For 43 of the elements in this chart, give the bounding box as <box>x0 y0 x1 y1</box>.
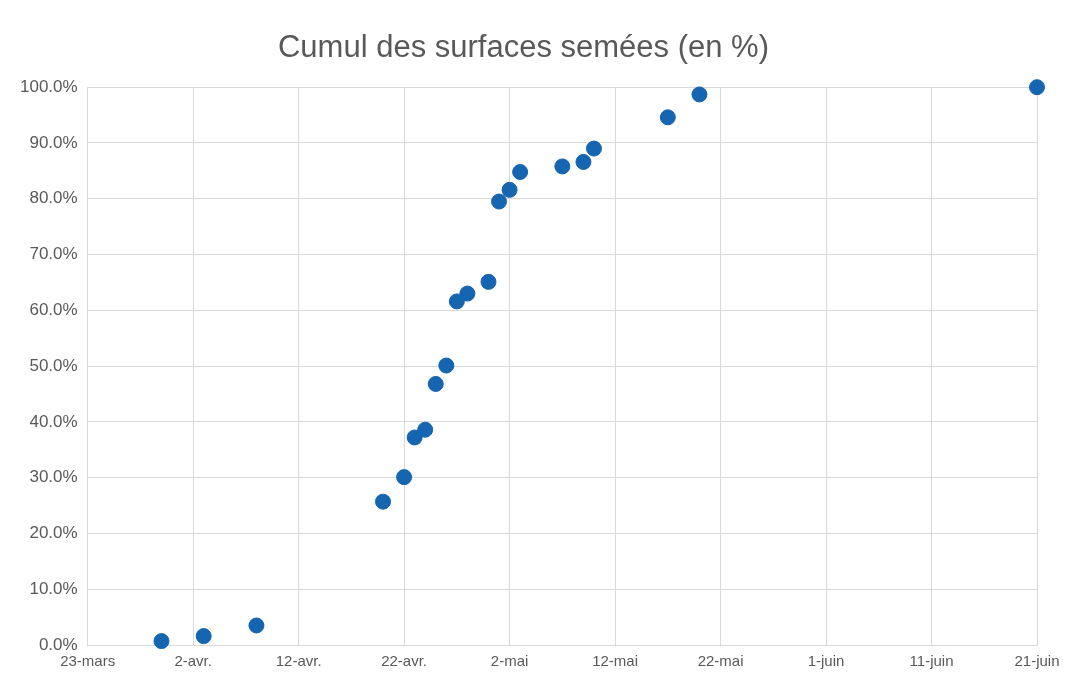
point <box>248 617 265 634</box>
point <box>501 181 518 198</box>
x-tick-label: 22-avr. <box>381 652 428 670</box>
y-tick-label: 50.0% <box>29 355 78 375</box>
x-tick-label: 23-mars <box>60 652 116 670</box>
y-tick-label: 100.0% <box>19 76 78 96</box>
point <box>153 633 170 650</box>
x-tick-label: 22-mai <box>697 652 744 670</box>
point <box>554 158 571 175</box>
point <box>691 86 708 103</box>
y-tick-label: 10.0% <box>29 578 78 598</box>
point <box>448 293 465 310</box>
x-tick-label: 1-juin <box>807 652 845 670</box>
x-tick-label: 11-juin <box>909 652 954 670</box>
point <box>375 493 392 510</box>
y-tick-label: 70.0% <box>29 244 78 264</box>
x-tick-label: 21-juin <box>1014 652 1060 670</box>
x-tick-label: 2-mai <box>490 652 529 670</box>
point <box>512 163 529 180</box>
point <box>1029 79 1045 96</box>
point <box>491 193 508 210</box>
x-tick-label: 2-avr. <box>174 652 212 670</box>
point <box>659 109 676 126</box>
point <box>459 285 476 302</box>
point <box>480 273 497 290</box>
y-tick-label: 20.0% <box>29 523 78 543</box>
y-tick-label: 60.0% <box>29 300 78 320</box>
point <box>406 429 423 446</box>
point <box>195 628 212 645</box>
point <box>417 421 434 438</box>
point <box>585 140 602 157</box>
x-tick-label: 12-mai <box>592 652 638 670</box>
y-tick-label: 30.0% <box>29 467 78 487</box>
y-tick-label: 80.0% <box>29 188 78 208</box>
point <box>438 357 455 374</box>
y-tick-label: 40.0% <box>29 411 78 431</box>
point <box>575 153 592 170</box>
chart-title: Cumul des surfaces semées (en %) <box>277 29 770 65</box>
point <box>396 469 413 486</box>
point <box>427 375 444 392</box>
y-tick-label: 90.0% <box>29 132 78 152</box>
y-tick-label: 0.0% <box>38 634 78 654</box>
x-tick-label: 12-avr. <box>275 652 322 670</box>
